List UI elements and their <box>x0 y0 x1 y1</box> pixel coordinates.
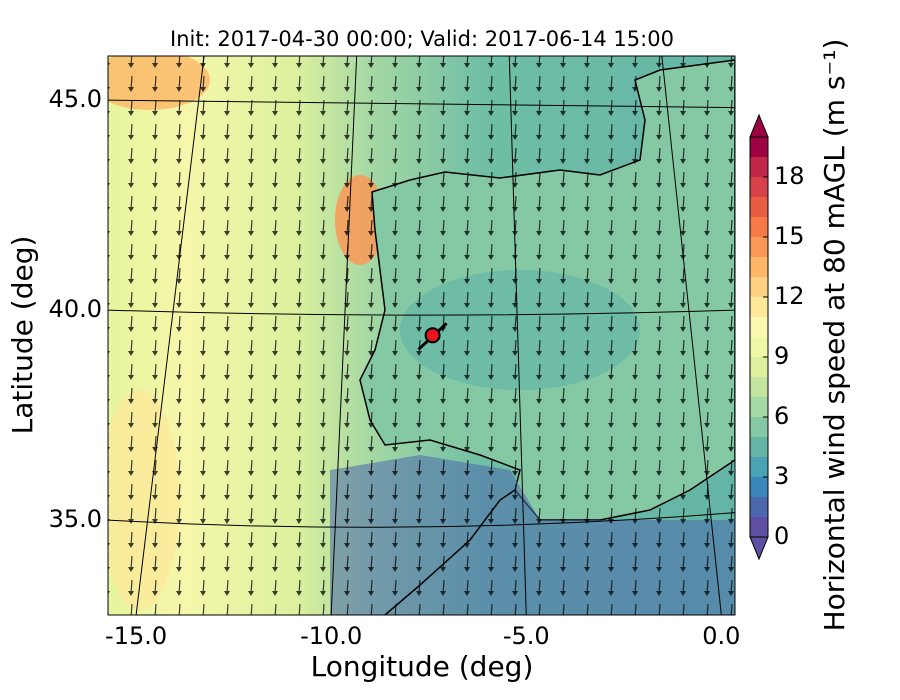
y-axis-label: Latitude (deg) <box>6 236 39 435</box>
colorbar-segment <box>750 377 768 397</box>
colorbar-tick-label: 0 <box>774 522 789 550</box>
colorbar-segment <box>750 137 768 157</box>
x-tick-label: 0.0 <box>702 622 740 650</box>
y-tick-label: 35.0 <box>49 505 102 533</box>
x-tick-label: -10.0 <box>300 622 362 650</box>
x-axis-label: Longitude (deg) <box>311 650 534 683</box>
colorbar-segment <box>750 197 768 217</box>
colorbar-tick-label: 3 <box>774 462 789 490</box>
colorbar-label: Horizontal wind speed at 80 mAGL (m s⁻¹) <box>818 39 851 632</box>
x-tick-label: -5.0 <box>503 622 550 650</box>
colorbar-segment <box>750 397 768 417</box>
colorbar-tick-label: 12 <box>774 282 805 310</box>
colorbar-segment <box>750 457 768 477</box>
colorbar-segment <box>750 477 768 497</box>
meridian <box>661 56 722 615</box>
colorbar-tick-label: 15 <box>774 222 805 250</box>
colorbar-segment <box>750 497 768 517</box>
colorbar-tick-label: 9 <box>774 342 789 370</box>
colorbar-segment <box>750 357 768 377</box>
colorbar-tick-label: 18 <box>774 162 805 190</box>
colorbar-segment <box>750 217 768 237</box>
colorbar-segment <box>750 257 768 277</box>
chart-title: Init: 2017-04-30 00:00; Valid: 2017-06-1… <box>170 27 674 51</box>
y-tick-label: 40.0 <box>49 295 102 323</box>
meridian <box>330 56 358 615</box>
colorbar-frame <box>749 136 769 538</box>
colorbar-segment <box>750 337 768 357</box>
map <box>108 56 735 615</box>
site-marker <box>424 327 441 344</box>
parallel <box>108 512 735 528</box>
colorbar-tick-label: 6 <box>774 402 789 430</box>
colorbar-segment <box>750 417 768 437</box>
y-tick-label: 45.0 <box>49 85 102 113</box>
colorbar-segment <box>750 237 768 257</box>
colorbar-segment <box>750 517 768 537</box>
plot-frame <box>107 55 736 616</box>
meridian <box>508 56 527 615</box>
colorbar-extend-low <box>749 536 769 561</box>
colorbar-segment <box>750 437 768 457</box>
wind-arrows <box>108 56 735 615</box>
x-tick-label: -15.0 <box>105 622 167 650</box>
colorbar-segment <box>750 157 768 177</box>
colorbar-segment <box>750 317 768 337</box>
colorbar-segment <box>750 277 768 297</box>
colorbar-segment <box>750 177 768 197</box>
colorbar-extend-high <box>749 113 769 138</box>
colorbar-segment <box>750 297 768 317</box>
parallel <box>108 309 735 316</box>
